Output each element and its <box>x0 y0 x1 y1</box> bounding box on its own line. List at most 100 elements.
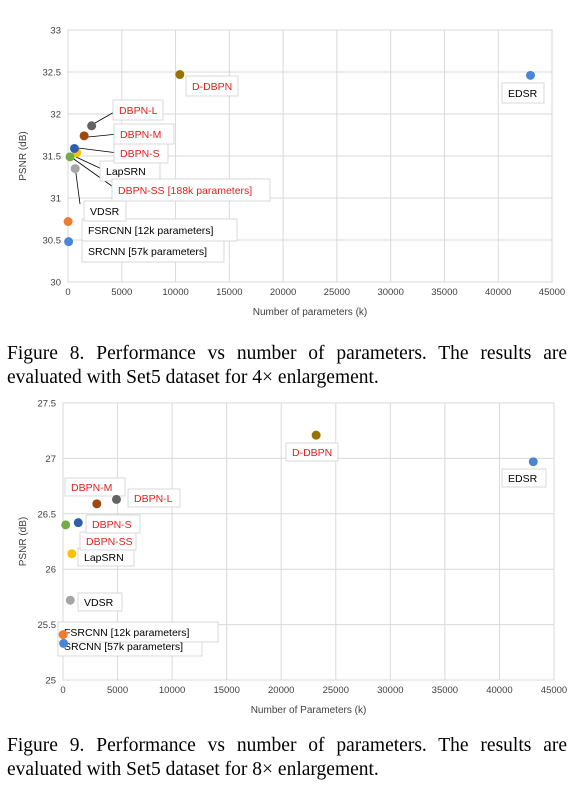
x-axis-label: Number of Parameters (k) <box>251 705 367 716</box>
data-label-text: VDSR <box>90 206 120 218</box>
data-label-text: DBPN-M <box>120 129 161 141</box>
data-label: DBPN-M <box>64 477 126 497</box>
data-label-box <box>77 592 123 612</box>
data-label-text: DBPN-SS <box>86 536 133 548</box>
data-label-box <box>127 488 181 508</box>
data-label-text: D-DBPN <box>192 81 232 93</box>
data-label-box <box>85 514 141 534</box>
y-tick-label: 25 <box>45 676 56 687</box>
y-tick-label: 32 <box>50 110 61 121</box>
data-label-box <box>83 200 127 222</box>
data-point <box>79 131 89 141</box>
y-tick-label: 26 <box>45 565 56 576</box>
data-label-text: DBPN-L <box>134 493 173 505</box>
data-point <box>92 499 102 509</box>
y-tick-label: 30 <box>50 278 61 289</box>
data-point <box>69 143 79 153</box>
y-axis-label: PSNR (dB) <box>18 131 29 180</box>
data-label-text: DBPN-SS [188k parameters] <box>118 185 252 197</box>
data-label: D-DBPN <box>285 442 339 462</box>
data-label: DBPN-L <box>112 99 164 121</box>
x-tick-label: 30000 <box>377 685 403 696</box>
data-label-text: SRCNN [57k parameters] <box>64 641 183 653</box>
x-tick-label: 0 <box>65 287 70 298</box>
x-tick-label: 0 <box>60 685 65 696</box>
data-label-text: FSRCNN [12k parameters] <box>64 627 190 639</box>
data-label-box <box>185 75 239 97</box>
data-point <box>311 430 321 440</box>
data-label: LapSRN <box>99 160 161 182</box>
y-tick-label: 27.5 <box>38 399 57 410</box>
data-label-text: DBPN-S <box>92 519 132 531</box>
data-label-text: DBPN-S <box>120 148 160 160</box>
data-label-text: FSRCNN [12k parameters] <box>88 225 214 237</box>
data-point <box>59 638 69 648</box>
figure-9: 0 5000 10000 15000 20000 25000 30000 35000 40000… <box>0 395 574 730</box>
data-label: SRCNN [57k parameters] <box>81 239 225 263</box>
data-label: DBPN-L <box>127 488 181 508</box>
data-point <box>65 595 75 605</box>
y-tick-label: 33 <box>50 26 61 37</box>
x-tick-label: 5000 <box>107 685 128 696</box>
x-tick-label: 15000 <box>216 287 242 298</box>
figure-9-caption: Figure 9. Performance vs number of param… <box>7 735 567 780</box>
data-point <box>87 121 97 131</box>
x-axis-label: Number of parameters (k) <box>253 307 367 318</box>
data-label-box <box>285 442 339 462</box>
data-point <box>111 494 121 504</box>
x-tick-label: 25000 <box>324 287 350 298</box>
x-tick-label: 5000 <box>111 287 132 298</box>
x-tick-label: 35000 <box>432 685 458 696</box>
data-label: D-DBPN <box>185 75 239 97</box>
data-label-box <box>113 123 175 145</box>
data-label-box <box>81 218 238 242</box>
data-label-box <box>64 477 126 497</box>
y-tick-label: 32.5 <box>43 68 62 79</box>
data-label-box <box>501 468 547 488</box>
y-tick-label: 30.5 <box>43 236 62 247</box>
data-label-text: VDSR <box>84 597 114 609</box>
data-label: DBPN-S <box>85 514 141 534</box>
data-label: FSRCNN [12k parameters] <box>81 218 238 242</box>
x-tick-label: 35000 <box>431 287 457 298</box>
figure-8-caption: Figure 8. Performance vs number of param… <box>7 343 567 388</box>
leader-line <box>70 156 117 190</box>
y-tick-label: 25.5 <box>38 620 57 631</box>
data-label: VDSR <box>77 592 123 612</box>
figure-9-chart: 0 5000 10000 15000 20000 25000 30000 35000 40000… <box>18 399 567 717</box>
data-point <box>64 237 74 247</box>
data-label-text: SRCNN [57k parameters] <box>88 246 207 258</box>
y-tick-label: 31 <box>50 194 61 205</box>
data-point <box>528 457 538 467</box>
data-label-text: LapSRN <box>84 552 124 564</box>
data-point <box>73 518 83 528</box>
data-label: EDSR <box>501 468 547 488</box>
x-tick-label: 10000 <box>162 287 188 298</box>
leader-line <box>75 156 105 171</box>
x-tick-label: 20000 <box>270 287 296 298</box>
data-point <box>58 630 68 640</box>
data-label: DBPN-S <box>113 142 169 164</box>
leader-line <box>77 147 119 154</box>
y-tick-label: 26.5 <box>38 509 57 520</box>
figure-8: 0 5000 10000 15000 20000 25000 30000 35000 40000… <box>0 0 574 340</box>
data-label-box <box>501 82 545 104</box>
data-label-box <box>112 99 164 121</box>
data-point <box>525 70 535 80</box>
x-tick-label: 45000 <box>539 287 565 298</box>
x-tick-label: 30000 <box>377 287 403 298</box>
x-tick-label: 40000 <box>485 287 511 298</box>
data-point <box>63 217 73 227</box>
data-label: DBPN-M <box>113 123 175 145</box>
data-label-text: EDSR <box>508 473 538 485</box>
x-tick-label: 25000 <box>323 685 349 696</box>
data-label: FSRCNN [12k parameters] <box>57 621 219 643</box>
data-label-text: DBPN-M <box>71 482 112 494</box>
data-point <box>67 549 77 559</box>
x-tick-label: 40000 <box>486 685 512 696</box>
data-label: VDSR <box>83 200 127 222</box>
data-label-text: EDSR <box>508 88 538 100</box>
y-tick-label: 31.5 <box>43 152 62 163</box>
figure-8-chart: 0 5000 10000 15000 20000 25000 30000 35000 40000… <box>18 26 565 319</box>
data-label: LapSRN <box>77 547 135 567</box>
